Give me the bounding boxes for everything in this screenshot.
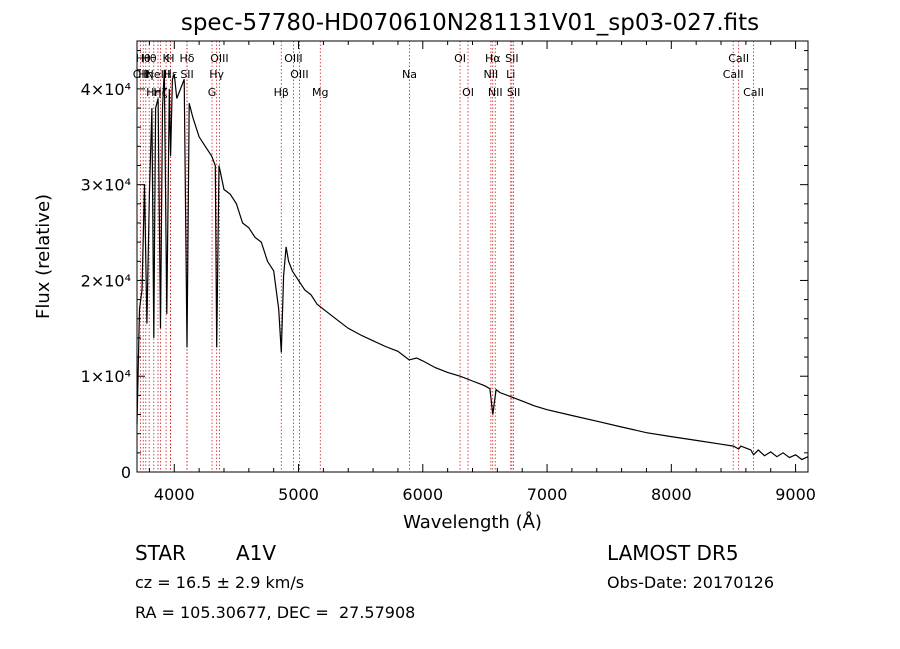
line-label: OI xyxy=(462,86,474,99)
line-label: Li xyxy=(506,68,515,81)
line-label: CaII xyxy=(728,52,749,65)
line-label: G xyxy=(208,86,217,99)
line-label: NeIII xyxy=(146,68,171,81)
x-axis-label: Wavelength (Å) xyxy=(403,511,542,533)
object-subclass: A1V xyxy=(236,541,277,565)
spectrum-line xyxy=(136,69,809,461)
line-label: Hα xyxy=(485,52,501,65)
survey-name: LAMOST DR5 xyxy=(607,541,739,565)
line-label: Hη xyxy=(146,86,161,99)
x-axis: 4000 5000 6000 7000 8000 9000 xyxy=(148,41,816,504)
line-label: Hγ xyxy=(209,68,224,81)
line-label: SII xyxy=(505,52,518,65)
observation-date: Obs-Date: 20170126 xyxy=(607,573,775,592)
object-class: STAR xyxy=(135,541,186,565)
line-label: SII xyxy=(180,68,193,81)
line-label: H xyxy=(166,52,174,65)
x-tick-label: 9000 xyxy=(775,485,816,504)
sky-coordinates: RA = 105.30677, DEC = 27.57908 xyxy=(135,603,416,622)
line-label: CaII xyxy=(743,86,764,99)
plot-frame xyxy=(136,40,809,473)
line-label: Na xyxy=(402,68,417,81)
line-label: OII xyxy=(133,68,148,81)
line-label: K xyxy=(162,52,170,65)
line-label: Hζ xyxy=(153,86,167,99)
line-label: OIII xyxy=(210,52,228,65)
y-tick-label: 2×10⁴ xyxy=(81,271,131,290)
line-label: CaII xyxy=(723,68,744,81)
y-axis-label: Flux (relative) xyxy=(33,194,54,319)
line-label: Mg xyxy=(312,86,328,99)
x-tick-label: 5000 xyxy=(278,485,319,504)
x-tick-label: 6000 xyxy=(402,485,443,504)
line-label: Hδ xyxy=(179,52,194,65)
y-tick-label: 4×10⁴ xyxy=(81,80,131,99)
line-label: Hε xyxy=(163,68,177,81)
line-label: NII xyxy=(488,86,503,99)
y-tick-label: 1×10⁴ xyxy=(81,367,131,386)
line-label: Hθ xyxy=(142,52,157,65)
line-label: Hβ xyxy=(274,86,289,99)
line-label: OIII xyxy=(284,52,302,65)
y-axis: 0 1×10⁴ 2×10⁴ 3×10⁴ 4×10⁴ xyxy=(81,50,808,482)
chart-title: spec-57780-HD070610N281131V01_sp03-027.f… xyxy=(180,10,760,36)
x-tick-label: 4000 xyxy=(154,485,195,504)
line-label: SII xyxy=(507,86,520,99)
line-markers xyxy=(139,41,754,472)
line-label: OI xyxy=(454,52,466,65)
y-tick-label: 3×10⁴ xyxy=(81,176,131,195)
redshift-value: cz = 16.5 ± 2.9 km/s xyxy=(135,573,305,592)
line-label: OIII xyxy=(290,68,308,81)
y-tick-label: 0 xyxy=(121,463,131,482)
x-tick-label: 7000 xyxy=(527,485,568,504)
line-labels: OIIHθHηHθHηNeIIIHζKHHεHδSIIGHγOIIIHβOIII… xyxy=(133,52,764,99)
line-label: Hη xyxy=(138,68,153,81)
line-label: Hθ xyxy=(136,52,151,65)
x-tick-label: 8000 xyxy=(651,485,692,504)
line-label: NII xyxy=(484,68,499,81)
